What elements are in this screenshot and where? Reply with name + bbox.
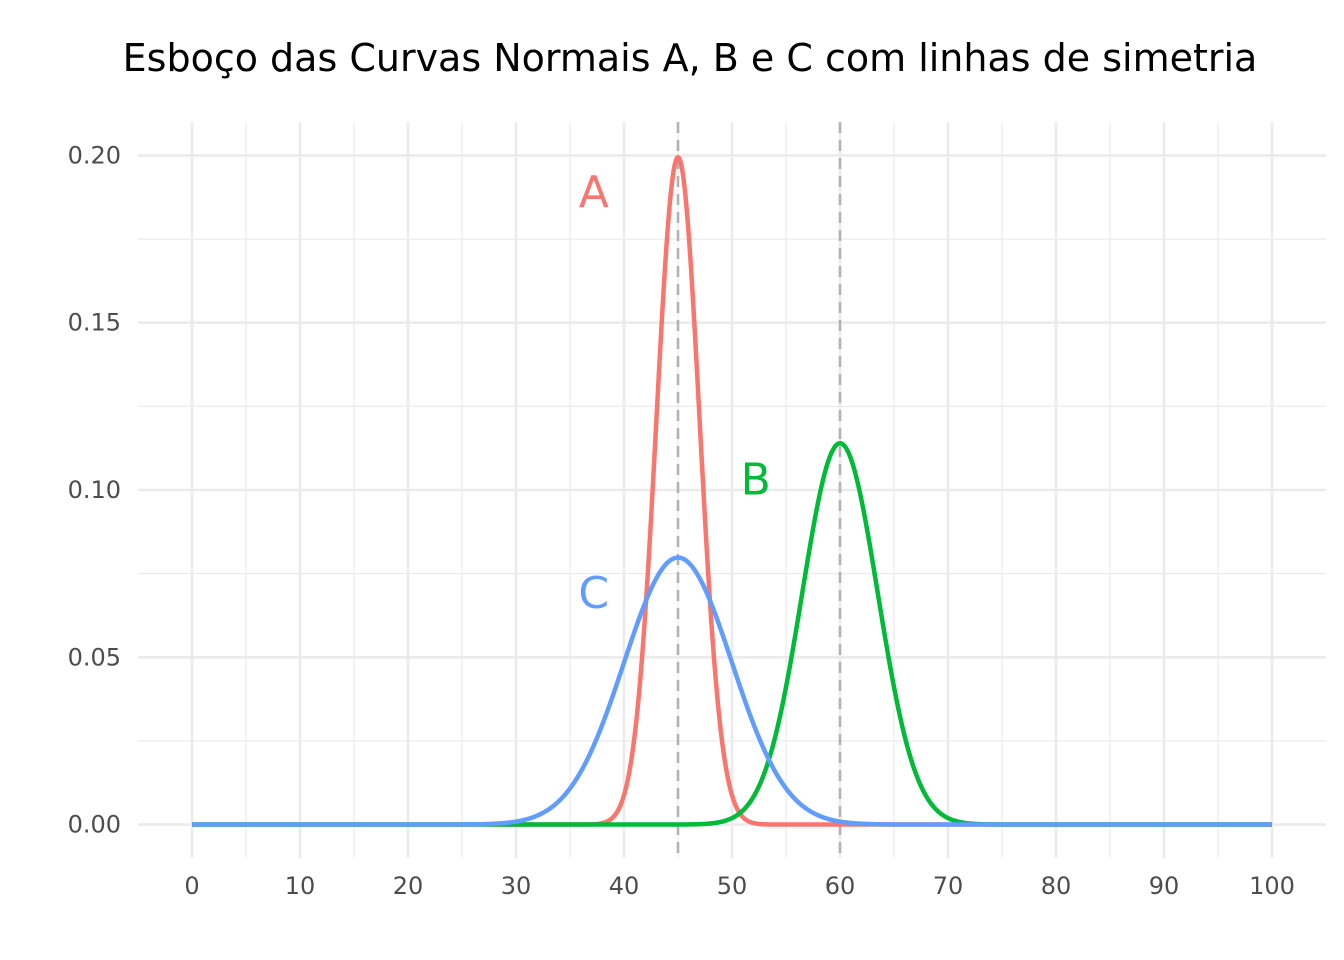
curve-label-c: C: [578, 568, 609, 619]
y-tick-label: 0.00: [68, 811, 121, 839]
chart-title: Esboço das Curvas Normais A, B e C com l…: [122, 36, 1258, 80]
y-tick-label: 0.20: [68, 141, 121, 169]
curve-labels: A B C: [578, 167, 770, 619]
x-tick-label: 70: [933, 872, 964, 900]
x-tick-label: 50: [717, 872, 748, 900]
curve-c: [190, 555, 1274, 827]
curve-label-b: B: [741, 454, 771, 505]
x-tick-label: 100: [1249, 872, 1295, 900]
x-tick-label: 30: [501, 872, 532, 900]
x-tick-label: 20: [393, 872, 424, 900]
x-tick-label: 10: [285, 872, 316, 900]
x-tick-label: 40: [609, 872, 640, 900]
y-tick-label: 0.15: [68, 309, 121, 337]
x-tick-label: 60: [825, 872, 856, 900]
y-tick-label: 0.05: [68, 643, 121, 671]
curve-label-a: A: [579, 167, 609, 218]
y-tick-labels: 0.00 0.05 0.10 0.15 0.20: [68, 141, 121, 838]
x-tick-label: 90: [1149, 872, 1180, 900]
major-gridlines: [138, 122, 1326, 858]
x-tick-label: 0: [184, 872, 199, 900]
symmetry-lines: [676, 122, 842, 858]
x-tick-labels: 0 10 20 30 40 50 60 70 80 90 100: [184, 872, 1295, 900]
curves: [190, 154, 1274, 827]
x-tick-label: 80: [1041, 872, 1072, 900]
y-tick-label: 0.10: [68, 476, 121, 504]
